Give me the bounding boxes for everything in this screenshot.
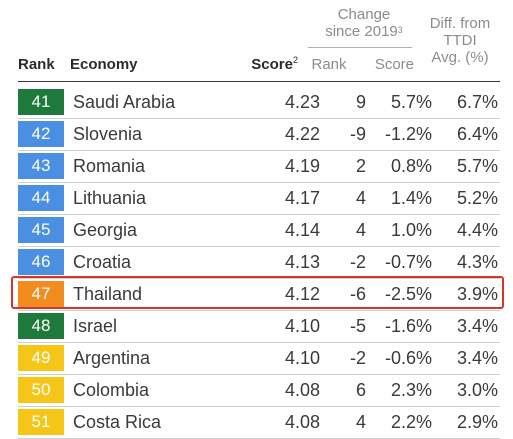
rank-badge: 46	[18, 249, 64, 275]
diff-header: Diff. from TTDI Avg. (%)	[420, 15, 500, 66]
rank-badge: 50	[18, 377, 64, 403]
score-header: Score	[251, 56, 293, 73]
score-value: 4.22	[284, 124, 320, 144]
diff-value: 3.4%	[456, 316, 498, 336]
change-rank-value: 4	[355, 412, 366, 432]
score-value: 4.23	[284, 92, 320, 112]
diff-value: 3.4%	[456, 348, 498, 368]
change-rank-value: 6	[355, 380, 366, 400]
diff-value: 5.2%	[456, 188, 498, 208]
rank-badge: 42	[18, 121, 64, 147]
economy-name: Saudi Arabia	[73, 92, 176, 112]
change-score-value: -1.2%	[384, 124, 432, 144]
change-rank-value: 9	[355, 92, 366, 112]
table-row: 45 Georgia 4.14 4 1.0% 4.4%	[18, 214, 500, 247]
change-rank-header: Rank	[311, 56, 347, 73]
header-rule	[18, 81, 500, 82]
diff-value: 3.0%	[456, 380, 498, 400]
diff-value: 5.7%	[456, 156, 498, 176]
score-value: 4.13	[284, 252, 320, 272]
diff-value: 3.9%	[456, 284, 498, 304]
change-rank-value: 4	[355, 220, 366, 240]
rank-badge: 41	[18, 89, 64, 115]
economy-name: Lithuania	[73, 188, 147, 208]
table-row: 43 Romania 4.19 2 0.8% 5.7%	[18, 150, 500, 183]
economy-header: Economy	[70, 56, 138, 73]
table-row: 44 Lithuania 4.17 4 1.4% 5.2%	[18, 182, 500, 215]
change-score-value: 0.8%	[390, 156, 432, 176]
table-row: 48 Israel 4.10 -5 -1.6% 3.4%	[18, 310, 500, 343]
rank-badge: 51	[18, 409, 64, 435]
change-rank-value: 4	[355, 188, 366, 208]
change-score-value: 1.0%	[390, 220, 432, 240]
score-header-wrap: Score2	[240, 55, 298, 73]
table-row: 50 Colombia 4.08 6 2.3% 3.0%	[18, 374, 500, 407]
change-header-line2: since 2019	[325, 23, 398, 40]
change-score-value: -2.5%	[384, 284, 432, 304]
table-row: 41 Saudi Arabia 4.23 9 5.7% 6.7%	[18, 86, 500, 119]
diff-value: 4.3%	[456, 252, 498, 272]
diff-header-line2: TTDI	[443, 32, 477, 49]
rank-badge: 48	[18, 313, 64, 339]
rank-badge: 45	[18, 217, 64, 243]
table-row: 46 Croatia 4.13 -2 -0.7% 4.3%	[18, 246, 500, 279]
economy-name: Israel	[73, 316, 118, 336]
economy-name: Argentina	[73, 348, 151, 368]
rank-badge: 49	[18, 345, 64, 371]
change-rank-value: -6	[349, 284, 366, 304]
change-score-value: 1.4%	[390, 188, 432, 208]
diff-header-line3: Avg. (%)	[431, 49, 489, 66]
diff-value: 6.4%	[456, 124, 498, 144]
change-rank-value: -9	[349, 124, 366, 144]
change-score-value: -1.6%	[384, 316, 432, 336]
diff-header-line1: Diff. from	[429, 15, 491, 32]
change-rank-value: -2	[349, 252, 366, 272]
economy-name: Colombia	[73, 380, 150, 400]
score-value: 4.08	[284, 380, 320, 400]
change-header-line1: Change	[337, 6, 391, 23]
diff-value: 4.4%	[456, 220, 498, 240]
change-header-line2-wrap: since 20193	[308, 23, 420, 40]
economy-name: Croatia	[73, 252, 132, 272]
change-rank-value: 2	[355, 156, 366, 176]
change-header-sup: 3	[397, 25, 403, 35]
economy-name: Slovenia	[73, 124, 143, 144]
rank-badge: 43	[18, 153, 64, 179]
change-rank-value: -2	[349, 348, 366, 368]
change-score-value: -0.7%	[384, 252, 432, 272]
economy-name: Romania	[73, 156, 146, 176]
diff-value: 6.7%	[456, 92, 498, 112]
change-score-value: 5.7%	[390, 92, 432, 112]
economy-name: Georgia	[73, 220, 138, 240]
change-score-value: 2.2%	[390, 412, 432, 432]
change-group-header: Change since 20193	[308, 6, 420, 40]
rank-badge: 44	[18, 185, 64, 211]
change-score-value: -0.6%	[384, 348, 432, 368]
score-value: 4.19	[284, 156, 320, 176]
highlight-box	[11, 276, 504, 309]
table-row: 47 Thailand 4.12 -6 -2.5% 3.9%	[18, 278, 500, 311]
score-value: 4.08	[284, 412, 320, 432]
score-value: 4.10	[284, 316, 320, 336]
change-score-value: 2.3%	[390, 380, 432, 400]
change-rank-value: -5	[349, 316, 366, 336]
economy-name: Costa Rica	[73, 412, 162, 432]
rank-badge: 47	[18, 281, 64, 307]
table-row: 49 Argentina 4.10 -2 -0.6% 3.4%	[18, 342, 500, 375]
score-value: 4.14	[284, 220, 320, 240]
change-score-header: Score	[374, 56, 414, 73]
score-header-sup: 2	[292, 55, 298, 65]
score-value: 4.17	[284, 188, 320, 208]
score-value: 4.12	[284, 284, 320, 304]
economy-name: Thailand	[73, 284, 143, 304]
score-value: 4.10	[284, 348, 320, 368]
change-group-rule	[308, 47, 412, 48]
rank-header: Rank	[18, 56, 55, 73]
table-row: 51 Costa Rica 4.08 4 2.2% 2.9%	[18, 406, 500, 439]
table-row: 42 Slovenia 4.22 -9 -1.2% 6.4%	[18, 118, 500, 151]
diff-value: 2.9%	[456, 412, 498, 432]
